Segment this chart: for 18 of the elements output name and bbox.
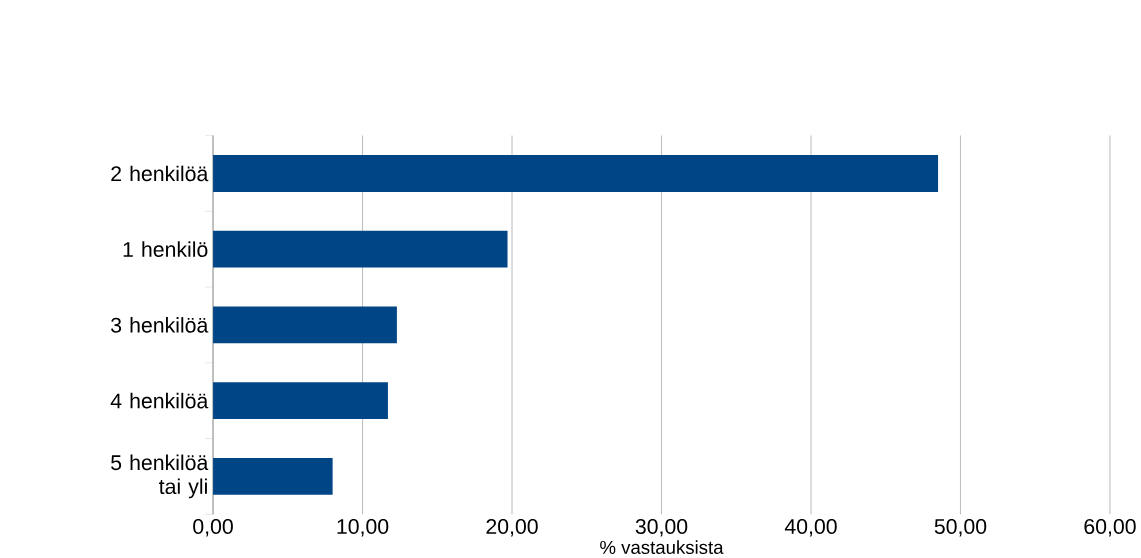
x-tick-label: 30,00: [635, 518, 688, 537]
x-axis-title: % vastauksista: [600, 540, 724, 554]
x-tick-label: 60,00: [1084, 518, 1136, 537]
bar: [213, 230, 508, 268]
y-tick-label: 5 henkilöä tai yli: [111, 454, 209, 499]
bar: [213, 382, 388, 419]
y-tick-label: 2 henkilöä: [111, 165, 209, 182]
x-tick-label: 40,00: [784, 518, 837, 537]
x-tick-label: 20,00: [486, 518, 538, 537]
x-tick-label: 0,00: [193, 518, 233, 537]
x-tick-label: 50,00: [934, 518, 987, 537]
x-tick-label: 10,00: [337, 518, 389, 537]
y-tick-label: 3 henkilöä: [111, 316, 209, 333]
bar: [213, 154, 939, 192]
bar: [213, 306, 397, 344]
y-tick-label: 4 henkilöä: [110, 392, 209, 409]
y-tick-label: 1 henkilö: [123, 241, 208, 257]
bar: [213, 457, 333, 495]
